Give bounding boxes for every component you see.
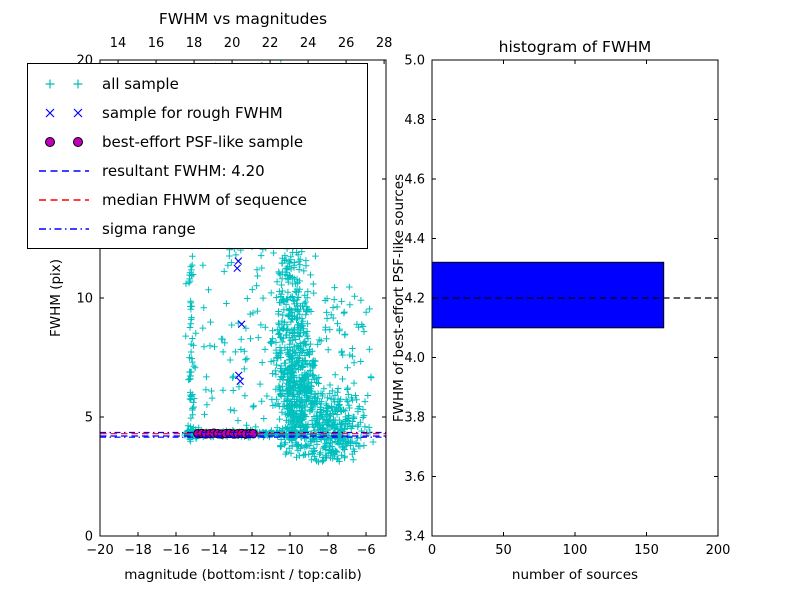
x-tick-label: −12 — [238, 543, 265, 558]
x-tick-label: 150 — [634, 543, 659, 558]
y-tick-label: 5 — [85, 411, 93, 426]
legend-item: median FHWM of sequence — [36, 185, 359, 214]
x-tick-label: −8 — [318, 543, 337, 558]
y-tick-label: 3.4 — [404, 530, 425, 545]
x-tick-label: 200 — [706, 543, 731, 558]
right-plot-axes: 0 50 100 150 200 3.4 3.6 3.8 4.0 4.2 4.4 4.6 4.8 5.0 — [404, 54, 730, 559]
top-x-tick-label: 26 — [338, 36, 355, 51]
y-tick-label: 4.2 — [404, 292, 425, 307]
legend-item: best-effort PSF-like sample — [36, 127, 359, 156]
y-tick-label: 3.6 — [404, 470, 425, 485]
top-x-tick-label: 18 — [186, 36, 203, 51]
x-tick-label: −18 — [124, 543, 151, 558]
right-plot-xlabel: number of sources — [512, 567, 638, 583]
histogram-bar — [432, 261, 665, 329]
y-tick-label: 3.8 — [404, 411, 425, 426]
y-tick-label: 5.0 — [404, 54, 425, 69]
top-x-tick-label: 16 — [148, 36, 165, 51]
y-tick-label: 10 — [76, 292, 93, 307]
left-plot-xlabel: magnitude (bottom:isnt / top:calib) — [124, 567, 361, 583]
left-plot-ylabel: FWHM (pix) — [48, 259, 64, 337]
y-tick-label: 4.4 — [404, 232, 425, 247]
legend-label: median FHWM of sequence — [102, 190, 307, 209]
right-plot-data-area — [432, 261, 718, 329]
legend-x-pair-icon — [45, 108, 83, 117]
x-tick-label: −20 — [86, 543, 113, 558]
y-tick-label: 4.8 — [404, 113, 425, 128]
y-tick-label: 0 — [85, 530, 93, 545]
left-plot-data-area — [100, 60, 386, 466]
left-plot-axes: −20 −18 −16 −14 −12 −10 −8 −6 14 16 18 20 22 24 26 28 0 5… — [76, 36, 392, 558]
legend-dashdot-line-icon — [39, 227, 89, 230]
legend-label: sigma range — [102, 219, 196, 238]
x-tick-label: −10 — [276, 543, 303, 558]
legend-label: resultant FWHM: 4.20 — [102, 161, 265, 180]
x-tick-label: 0 — [428, 543, 436, 558]
top-x-tick-label: 14 — [110, 36, 127, 51]
legend-circle-pair-icon — [45, 136, 83, 147]
legend-item: sigma range — [36, 214, 359, 243]
legend-label: sample for rough FWHM — [102, 103, 283, 122]
legend-label: all sample — [102, 74, 179, 93]
top-x-tick-label: 20 — [224, 36, 241, 51]
top-x-tick-label: 22 — [262, 36, 279, 51]
legend-dashed-line-icon — [39, 169, 89, 172]
x-tick-label: 100 — [563, 543, 588, 558]
legend-label: best-effort PSF-like sample — [102, 132, 304, 151]
right-plot-ylabel: FWHM of best-effort PSF-like sources — [391, 174, 407, 422]
top-x-tick-label: 28 — [376, 36, 393, 51]
legend-dashed-line-icon — [39, 198, 89, 201]
y-tick-label: 4.0 — [404, 351, 425, 366]
legend-item: all sample — [36, 69, 359, 98]
x-tick-label: −14 — [200, 543, 227, 558]
top-x-tick-label: 24 — [300, 36, 317, 51]
right-plot-title: histogram of FWHM — [499, 38, 652, 56]
legend-plus-pair-icon — [45, 79, 83, 88]
y-tick-label: 4.6 — [404, 173, 425, 188]
x-tick-label: −6 — [356, 543, 375, 558]
x-tick-label: −16 — [162, 543, 189, 558]
x-tick-label: 50 — [495, 543, 512, 558]
legend-item: sample for rough FWHM — [36, 98, 359, 127]
left-plot-title: FWHM vs magnitudes — [159, 10, 327, 28]
legend: all sample sample for rough FWHM best-effo… — [27, 63, 368, 249]
legend-item: resultant FWHM: 4.20 — [36, 156, 359, 185]
